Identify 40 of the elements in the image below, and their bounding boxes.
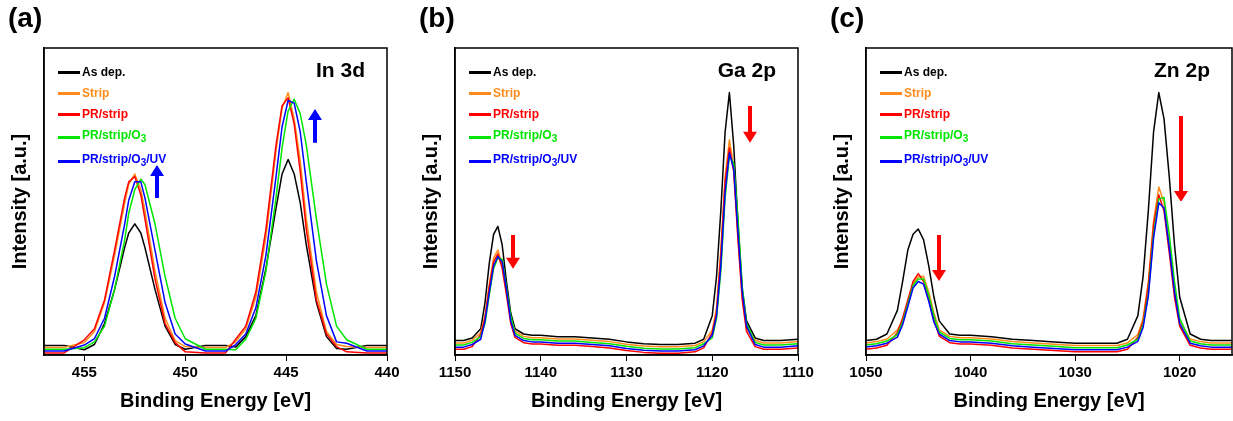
x-tick-label: 1110 xyxy=(782,363,814,381)
x-tick-label: 1150 xyxy=(438,363,472,381)
legend-label: Strip xyxy=(904,85,932,102)
legend-label: PR/strip/O$_{3}$/UV xyxy=(493,151,578,171)
legend-label: Strip xyxy=(82,85,110,102)
text: Zn 2p xyxy=(1154,58,1210,82)
text: (c) xyxy=(830,2,865,34)
legend-label: PR/strip/O$_{3}$ xyxy=(904,127,969,147)
x-tick-label: 1130 xyxy=(610,363,643,381)
x-tick-label: 1020 xyxy=(1163,363,1197,381)
legend-label: As dep. xyxy=(82,64,126,81)
x-tick-label: 1120 xyxy=(695,363,729,381)
text: (b) xyxy=(419,2,455,34)
x-axis-title: Binding Energy [eV] xyxy=(119,388,312,411)
text: (a) xyxy=(8,2,43,34)
legend-label: PR/strip xyxy=(493,106,540,123)
legend-label: PR/strip/O$_{3}$ xyxy=(493,127,558,147)
x-tick-label: 1050 xyxy=(849,363,883,381)
x-tick-label: 440 xyxy=(374,363,400,381)
legend-label: PR/strip/O$_{3}$/UV xyxy=(904,151,989,171)
x-tick-label: 450 xyxy=(172,363,198,381)
legend-label: PR/strip/O$_{3}$ xyxy=(82,127,147,147)
x-tick-label: 445 xyxy=(273,363,299,381)
x-tick-label: 1030 xyxy=(1058,363,1092,381)
legend-label: Strip xyxy=(493,85,521,102)
x-tick-label: 455 xyxy=(71,363,97,381)
y-axis-title: Intensity [a.u.] xyxy=(418,133,441,270)
legend-label: PR/strip xyxy=(904,106,951,123)
x-tick-label: 1040 xyxy=(953,363,988,381)
x-tick-label: 1140 xyxy=(524,363,558,381)
y-axis-title: Intensity [a.u.] xyxy=(7,133,30,270)
legend-label: As dep. xyxy=(493,64,537,81)
x-axis-title: Binding Energy [eV] xyxy=(953,388,1145,411)
text: In 3d xyxy=(315,58,365,82)
legend-label: PR/strip/O$_{3}$/UV xyxy=(82,151,167,171)
text: Ga 2p xyxy=(717,58,776,82)
y-axis-title: Intensity [a.u.] xyxy=(829,133,852,270)
legend-label: PR/strip xyxy=(82,106,129,123)
x-axis-title: Binding Energy [eV] xyxy=(530,388,723,411)
legend-label: As dep. xyxy=(904,64,948,81)
